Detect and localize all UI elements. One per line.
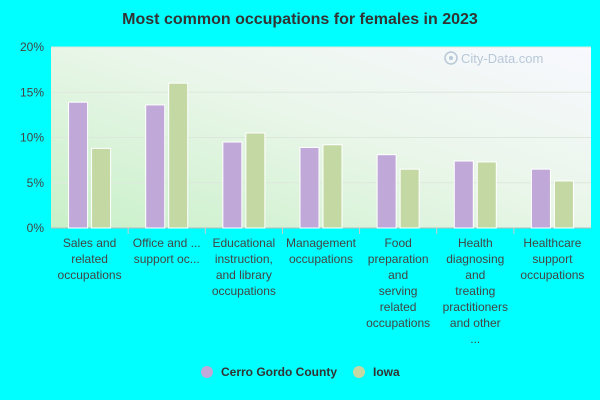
bar-iowa [245,132,266,229]
bar-cerro-gordo-county [299,146,320,229]
y-tick-label: 10% [20,131,44,145]
bar-cerro-gordo-county [376,154,397,229]
bar-iowa [322,144,343,229]
bar-iowa [476,161,497,229]
legend-swatch [353,366,365,378]
x-tick-label: Food preparation and serving related occupati… [366,236,430,330]
y-tick-label: 15% [20,85,44,99]
x-tick-label: Sales and related occupations [58,236,122,282]
y-tick-label: 20% [20,40,44,54]
legend-swatch [201,366,213,378]
bar-iowa [553,180,574,229]
bar-cerro-gordo-county [222,141,243,229]
bar-iowa [399,168,420,229]
bar-cerro-gordo-county [145,104,166,229]
chart-title: Most common occupations for females in 2… [122,11,478,28]
bar-cerro-gordo-county [68,101,89,229]
bar-cerro-gordo-county [453,160,474,229]
legend-label: Iowa [373,365,400,379]
x-tick-label: Health diagnosing and treating practitioners… [443,236,508,346]
x-tick-label: Educational instruction, and library occupa… [212,236,276,298]
y-tick-label: 5% [27,176,45,190]
bar-cerro-gordo-county [530,168,551,229]
y-axis-ticks: 0% 5% 10% 15% 20% [20,40,44,235]
legend-label: Cerro Gordo County [221,365,337,379]
x-tick-label: Office and ... support oc... [133,236,201,266]
bar-iowa [168,82,189,229]
x-axis-ticks: Sales and related occupations Office and ..… [58,228,584,346]
bars [68,82,574,229]
x-tick-label: Healthcare support occupations [520,236,584,282]
bar-iowa [91,147,112,229]
gridlines [51,46,591,229]
watermark: City-Data.com [444,51,543,66]
watermark-text: City-Data.com [461,51,543,66]
y-tick-label: 0% [27,221,45,235]
x-tick-label: Management occupations [286,236,357,266]
legend: Cerro Gordo County Iowa [201,365,400,379]
